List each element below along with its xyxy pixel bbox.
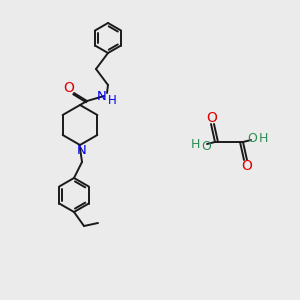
Text: O: O <box>201 140 211 152</box>
Text: N: N <box>77 145 87 158</box>
Text: H: H <box>108 94 116 106</box>
Text: O: O <box>247 131 257 145</box>
Text: H: H <box>258 133 268 146</box>
Text: O: O <box>242 159 252 173</box>
Text: N: N <box>97 89 107 103</box>
Text: O: O <box>64 81 74 95</box>
Text: O: O <box>207 111 218 125</box>
Text: H: H <box>190 137 200 151</box>
